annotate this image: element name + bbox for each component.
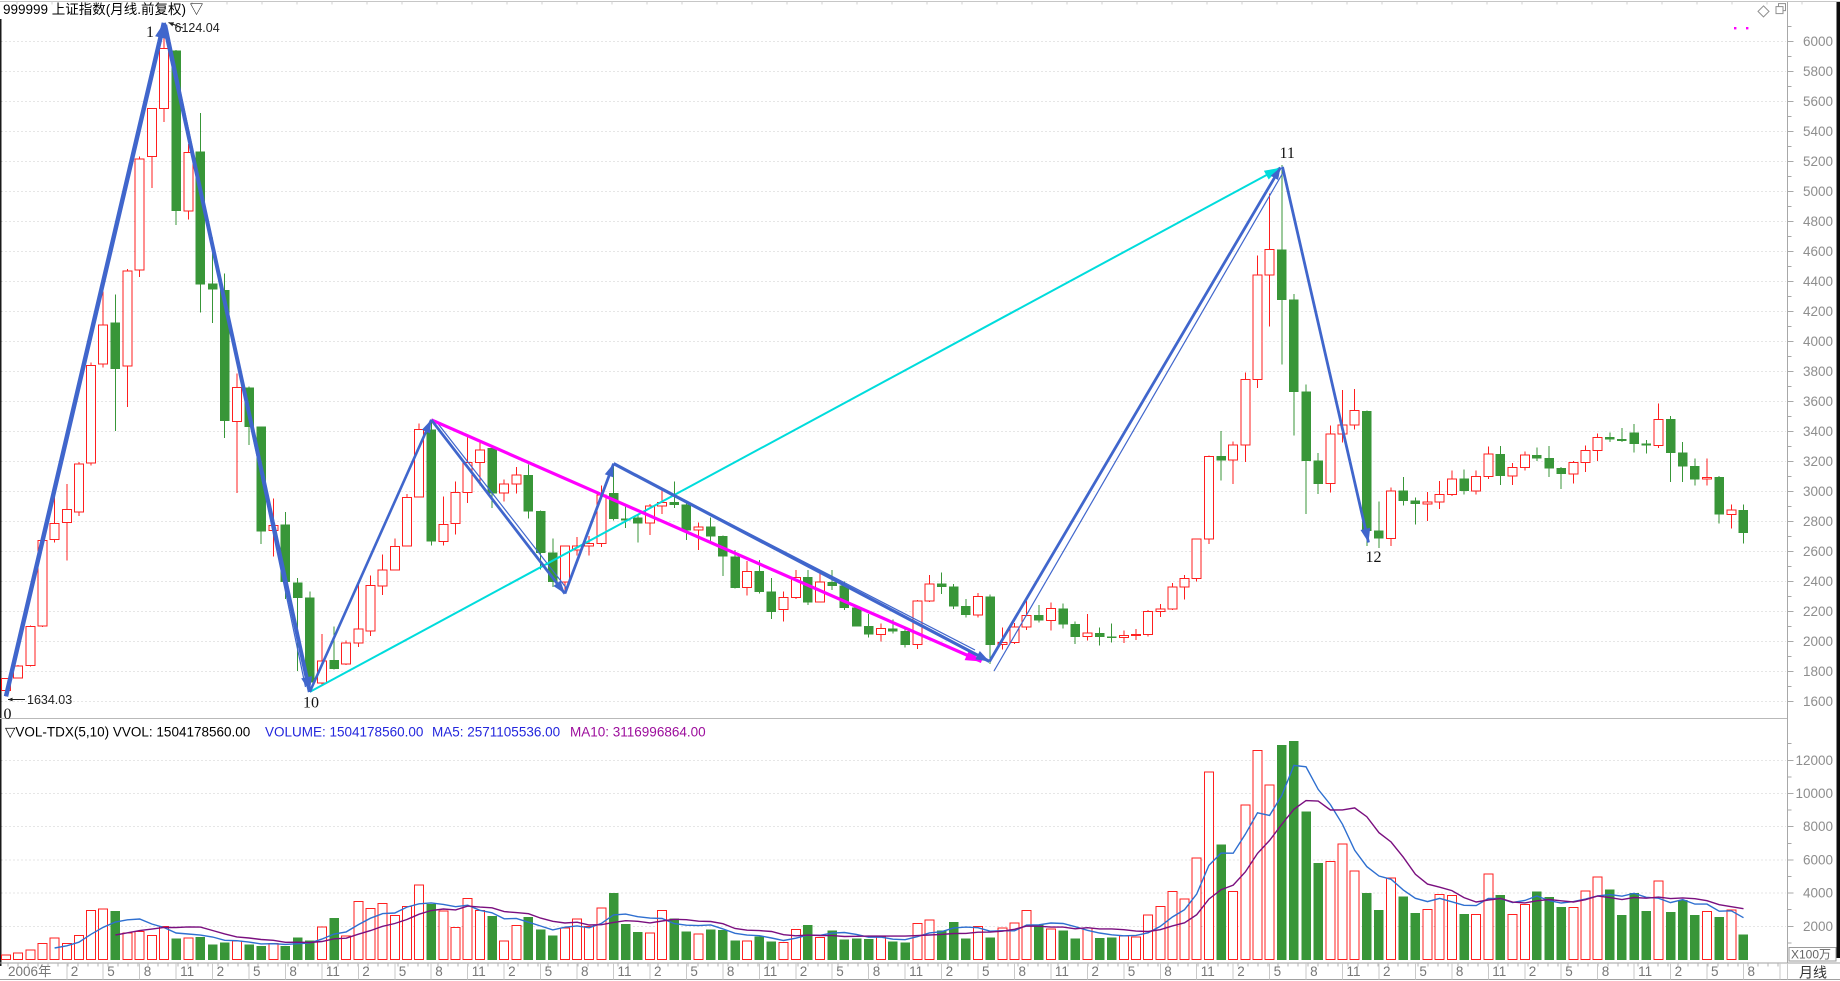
svg-text:8: 8	[581, 964, 589, 979]
svg-text:10000: 10000	[1795, 786, 1833, 801]
svg-text:11: 11	[1055, 964, 1069, 979]
svg-text:5: 5	[399, 964, 407, 979]
svg-text:2: 2	[508, 964, 516, 979]
svg-text:8: 8	[1019, 964, 1027, 979]
svg-text:6000: 6000	[1803, 852, 1833, 867]
svg-text:月线: 月线	[1799, 965, 1827, 981]
svg-text:5: 5	[1711, 964, 1719, 979]
svg-text:5: 5	[1419, 964, 1427, 979]
svg-text:8: 8	[1456, 964, 1464, 979]
svg-text:MA10: 3116996864.00: MA10: 3116996864.00	[570, 725, 706, 740]
svg-text:5600: 5600	[1803, 94, 1833, 109]
svg-text:3000: 3000	[1803, 484, 1833, 499]
svg-text:6000: 6000	[1803, 34, 1833, 49]
svg-text:6124.04: 6124.04	[175, 21, 220, 35]
svg-text:12: 12	[1366, 549, 1382, 566]
svg-text:X100万: X100万	[1791, 948, 1831, 962]
svg-text:2: 2	[1675, 964, 1683, 979]
svg-text:2000: 2000	[1803, 634, 1833, 649]
svg-text:5: 5	[690, 964, 698, 979]
svg-text:11: 11	[472, 964, 486, 979]
svg-text:8: 8	[1748, 964, 1756, 979]
svg-text:2: 2	[654, 964, 662, 979]
svg-text:2800: 2800	[1803, 514, 1833, 529]
svg-text:2: 2	[946, 964, 954, 979]
svg-text:8: 8	[727, 964, 735, 979]
svg-text:2: 2	[1091, 964, 1099, 979]
svg-text:5: 5	[1565, 964, 1573, 979]
svg-text:2: 2	[217, 964, 225, 979]
svg-text:2006年: 2006年	[8, 964, 52, 979]
svg-text:5: 5	[545, 964, 553, 979]
svg-text:3800: 3800	[1803, 364, 1833, 379]
svg-text:8: 8	[1310, 964, 1318, 979]
svg-text:MA5: 2571105536.00: MA5: 2571105536.00	[432, 725, 560, 740]
svg-text:8: 8	[1164, 964, 1172, 979]
svg-text:11: 11	[1492, 964, 1506, 979]
svg-text:3600: 3600	[1803, 394, 1833, 409]
svg-text:4000: 4000	[1803, 334, 1833, 349]
svg-text:5: 5	[982, 964, 990, 979]
svg-text:2: 2	[1237, 964, 1245, 979]
svg-text:2: 2	[1529, 964, 1537, 979]
svg-text:2: 2	[800, 964, 808, 979]
svg-text:12000: 12000	[1795, 753, 1833, 768]
svg-text:VOLUME: 1504178560.00: VOLUME: 1504178560.00	[265, 725, 423, 740]
svg-text:2400: 2400	[1803, 574, 1833, 589]
svg-text:4400: 4400	[1803, 274, 1833, 289]
svg-text:11: 11	[909, 964, 923, 979]
svg-text:2: 2	[71, 964, 79, 979]
svg-text:8: 8	[1602, 964, 1610, 979]
svg-text:11: 11	[1347, 964, 1361, 979]
svg-text:2: 2	[362, 964, 370, 979]
svg-text:11: 11	[1201, 964, 1215, 979]
svg-text:5800: 5800	[1803, 64, 1833, 79]
svg-text:4800: 4800	[1803, 214, 1833, 229]
svg-text:8: 8	[873, 964, 881, 979]
svg-text:5: 5	[1274, 964, 1282, 979]
svg-text:10: 10	[303, 695, 319, 712]
svg-text:4000: 4000	[1803, 886, 1833, 901]
svg-text:8000: 8000	[1803, 819, 1833, 834]
svg-text:11: 11	[1638, 964, 1652, 979]
svg-text:3200: 3200	[1803, 454, 1833, 469]
svg-text:11: 11	[326, 964, 340, 979]
svg-text:1600: 1600	[1803, 694, 1833, 709]
svg-text:1800: 1800	[1803, 664, 1833, 679]
svg-text:8: 8	[435, 964, 443, 979]
svg-text:5: 5	[107, 964, 115, 979]
svg-text:2200: 2200	[1803, 604, 1833, 619]
svg-text:2000: 2000	[1803, 919, 1833, 934]
svg-text:11: 11	[618, 964, 632, 979]
svg-text:8: 8	[144, 964, 152, 979]
svg-text:3400: 3400	[1803, 424, 1833, 439]
svg-text:8: 8	[289, 964, 297, 979]
svg-text:▽VOL-TDX(5,10) VVOL: 15041785: ▽VOL-TDX(5,10) VVOL: 1504178560.00	[5, 725, 250, 740]
svg-text:1: 1	[146, 24, 154, 41]
svg-text:2: 2	[1383, 964, 1391, 979]
svg-text:5: 5	[836, 964, 844, 979]
svg-text:5: 5	[253, 964, 261, 979]
svg-text:4200: 4200	[1803, 304, 1833, 319]
svg-text:2600: 2600	[1803, 544, 1833, 559]
svg-text:4600: 4600	[1803, 244, 1833, 259]
svg-text:5: 5	[1128, 964, 1136, 979]
svg-text:5200: 5200	[1803, 154, 1833, 169]
svg-text:5400: 5400	[1803, 124, 1833, 139]
svg-text:0: 0	[4, 706, 12, 723]
svg-text:999999 上证指数(月线.前复权) ▽: 999999 上证指数(月线.前复权) ▽	[3, 1, 204, 17]
svg-text:5000: 5000	[1803, 184, 1833, 199]
svg-text:1634.03: 1634.03	[27, 693, 72, 707]
svg-text:11: 11	[180, 964, 194, 979]
svg-text:11: 11	[763, 964, 777, 979]
svg-text:11: 11	[1280, 145, 1295, 162]
